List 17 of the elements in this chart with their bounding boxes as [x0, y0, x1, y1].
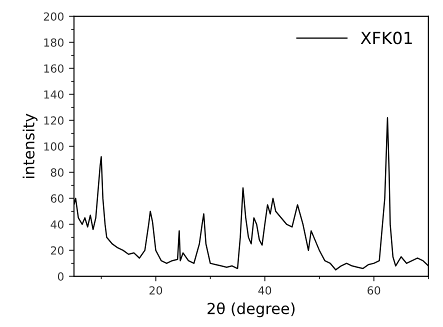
- y-tick-label: 80: [50, 168, 64, 177]
- x-tick-label: 20: [150, 286, 162, 295]
- y-tick-label: 120: [44, 116, 64, 125]
- y-axis-title: intensity: [22, 114, 38, 178]
- y-tick-label: 0: [58, 272, 64, 281]
- x-tick-label: 40: [258, 286, 272, 295]
- y-tick-label: 40: [50, 220, 64, 229]
- y-tick-label: 100: [44, 142, 64, 151]
- y-tick-label: 180: [44, 38, 64, 47]
- y-tick-label: 200: [44, 12, 64, 21]
- x-axis-title: 2θ (degree): [208, 302, 295, 318]
- y-tick-label: 20: [50, 246, 64, 255]
- y-tick-label: 60: [50, 194, 64, 203]
- y-tick-label: 140: [44, 90, 64, 99]
- y-tick-label: 160: [44, 64, 64, 73]
- legend-label: XFK01: [360, 32, 412, 44]
- x-tick-label: 60: [368, 286, 380, 295]
